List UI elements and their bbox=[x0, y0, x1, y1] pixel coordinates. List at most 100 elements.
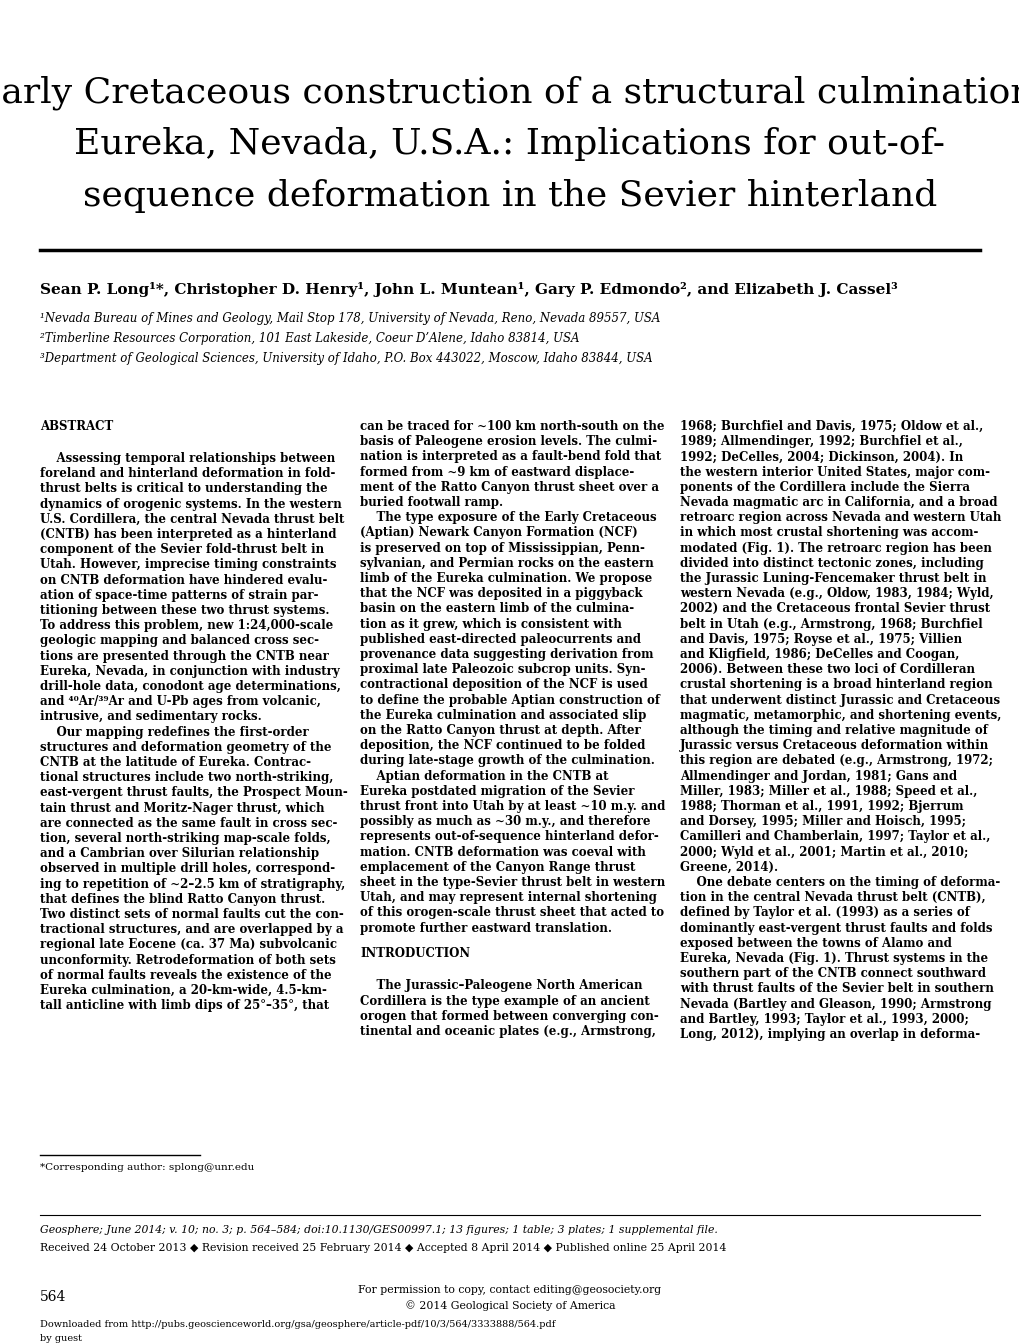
Text: deposition, the NCF continued to be folded: deposition, the NCF continued to be fold… bbox=[360, 739, 645, 753]
Text: that the NCF was deposited in a piggyback: that the NCF was deposited in a piggybac… bbox=[360, 587, 642, 601]
Text: Eureka, Nevada (Fig. 1). Thrust systems in the: Eureka, Nevada (Fig. 1). Thrust systems … bbox=[680, 952, 987, 965]
Text: on CNTB deformation have hindered evalu-: on CNTB deformation have hindered evalu- bbox=[40, 574, 327, 586]
Text: that defines the blind Ratto Canyon thrust.: that defines the blind Ratto Canyon thru… bbox=[40, 892, 325, 906]
Text: ³Department of Geological Sciences, University of Idaho, P.O. Box 443022, Moscow: ³Department of Geological Sciences, Univ… bbox=[40, 352, 652, 366]
Text: tion, several north-striking map-scale folds,: tion, several north-striking map-scale f… bbox=[40, 832, 330, 845]
Text: Two distinct sets of normal faults cut the con-: Two distinct sets of normal faults cut t… bbox=[40, 909, 343, 921]
Text: exposed between the towns of Alamo and: exposed between the towns of Alamo and bbox=[680, 937, 951, 950]
Text: buried footwall ramp.: buried footwall ramp. bbox=[360, 496, 502, 509]
Text: 2002) and the Cretaceous frontal Sevier thrust: 2002) and the Cretaceous frontal Sevier … bbox=[680, 602, 989, 616]
Text: and Kligfield, 1986; DeCelles and Coogan,: and Kligfield, 1986; DeCelles and Coogan… bbox=[680, 648, 959, 661]
Text: 2006). Between these two loci of Cordilleran: 2006). Between these two loci of Cordill… bbox=[680, 663, 974, 676]
Text: ment of the Ratto Canyon thrust sheet over a: ment of the Ratto Canyon thrust sheet ov… bbox=[360, 481, 658, 493]
Text: thrust front into Utah by at least ~10 m.y. and: thrust front into Utah by at least ~10 m… bbox=[360, 800, 664, 813]
Text: © 2014 Geological Society of America: © 2014 Geological Society of America bbox=[405, 1300, 614, 1310]
Text: orogen that formed between converging con-: orogen that formed between converging co… bbox=[360, 1009, 658, 1023]
Text: ¹Nevada Bureau of Mines and Geology, Mail Stop 178, University of Nevada, Reno, : ¹Nevada Bureau of Mines and Geology, Mai… bbox=[40, 312, 659, 325]
Text: sylvanian, and Permian rocks on the eastern: sylvanian, and Permian rocks on the east… bbox=[360, 556, 653, 570]
Text: belt in Utah (e.g., Armstrong, 1968; Burchfiel: belt in Utah (e.g., Armstrong, 1968; Bur… bbox=[680, 618, 981, 630]
Text: 1988; Thorman et al., 1991, 1992; Bjerrum: 1988; Thorman et al., 1991, 1992; Bjerru… bbox=[680, 800, 963, 813]
Text: provenance data suggesting derivation from: provenance data suggesting derivation fr… bbox=[360, 648, 653, 661]
Text: foreland and hinterland deformation in fold-: foreland and hinterland deformation in f… bbox=[40, 468, 335, 480]
Text: the western interior United States, major com-: the western interior United States, majo… bbox=[680, 465, 989, 478]
Text: tion in the central Nevada thrust belt (CNTB),: tion in the central Nevada thrust belt (… bbox=[680, 891, 984, 905]
Text: promote further eastward translation.: promote further eastward translation. bbox=[360, 922, 611, 934]
Text: formed from ~9 km of eastward displace-: formed from ~9 km of eastward displace- bbox=[360, 465, 634, 478]
Text: Utah. However, imprecise timing constraints: Utah. However, imprecise timing constrai… bbox=[40, 558, 336, 571]
Text: tain thrust and Moritz-Nager thrust, which: tain thrust and Moritz-Nager thrust, whi… bbox=[40, 801, 324, 814]
Text: during late-stage growth of the culmination.: during late-stage growth of the culminat… bbox=[360, 754, 654, 767]
Text: Long, 2012), implying an overlap in deforma-: Long, 2012), implying an overlap in defo… bbox=[680, 1028, 979, 1042]
Text: Cordillera is the type example of an ancient: Cordillera is the type example of an anc… bbox=[360, 995, 649, 1008]
Text: limb of the Eureka culmination. We propose: limb of the Eureka culmination. We propo… bbox=[360, 573, 651, 585]
Text: The Jurassic–Paleogene North American: The Jurassic–Paleogene North American bbox=[360, 980, 642, 992]
Text: Allmendinger and Jordan, 1981; Gans and: Allmendinger and Jordan, 1981; Gans and bbox=[680, 770, 956, 782]
Text: geologic mapping and balanced cross sec-: geologic mapping and balanced cross sec- bbox=[40, 634, 319, 648]
Text: dynamics of orogenic systems. In the western: dynamics of orogenic systems. In the wes… bbox=[40, 497, 341, 511]
Text: unconformity. Retrodeformation of both sets: unconformity. Retrodeformation of both s… bbox=[40, 953, 335, 966]
Text: Eureka, Nevada, U.S.A.: Implications for out-of-: Eureka, Nevada, U.S.A.: Implications for… bbox=[74, 126, 945, 161]
Text: of this orogen-scale thrust sheet that acted to: of this orogen-scale thrust sheet that a… bbox=[360, 906, 663, 919]
Text: and Bartley, 1993; Taylor et al., 1993, 2000;: and Bartley, 1993; Taylor et al., 1993, … bbox=[680, 1013, 968, 1025]
Text: 564: 564 bbox=[40, 1290, 66, 1304]
Text: sheet in the type-Sevier thrust belt in western: sheet in the type-Sevier thrust belt in … bbox=[360, 876, 664, 888]
Text: southern part of the CNTB connect southward: southern part of the CNTB connect southw… bbox=[680, 968, 985, 980]
Text: INTRODUCTION: INTRODUCTION bbox=[360, 948, 470, 961]
Text: The type exposure of the Early Cretaceous: The type exposure of the Early Cretaceou… bbox=[360, 511, 656, 524]
Text: tions are presented through the CNTB near: tions are presented through the CNTB nea… bbox=[40, 649, 328, 663]
Text: basis of Paleogene erosion levels. The culmi-: basis of Paleogene erosion levels. The c… bbox=[360, 435, 656, 448]
Text: tractional structures, and are overlapped by a: tractional structures, and are overlappe… bbox=[40, 923, 343, 937]
Text: Nevada magmatic arc in California, and a broad: Nevada magmatic arc in California, and a… bbox=[680, 496, 997, 509]
Text: the Eureka culmination and associated slip: the Eureka culmination and associated sl… bbox=[360, 708, 646, 722]
Text: regional late Eocene (ca. 37 Ma) subvolcanic: regional late Eocene (ca. 37 Ma) subvolc… bbox=[40, 938, 336, 952]
Text: are connected as the same fault in cross sec-: are connected as the same fault in cross… bbox=[40, 817, 337, 829]
Text: Nevada (Bartley and Gleason, 1990; Armstrong: Nevada (Bartley and Gleason, 1990; Armst… bbox=[680, 997, 990, 1011]
Text: and Dorsey, 1995; Miller and Hoisch, 1995;: and Dorsey, 1995; Miller and Hoisch, 199… bbox=[680, 816, 965, 828]
Text: represents out-of-sequence hinterland defor-: represents out-of-sequence hinterland de… bbox=[360, 831, 658, 844]
Text: on the Ratto Canyon thrust at depth. After: on the Ratto Canyon thrust at depth. Aft… bbox=[360, 724, 640, 737]
Text: defined by Taylor et al. (1993) as a series of: defined by Taylor et al. (1993) as a ser… bbox=[680, 906, 969, 919]
Text: observed in multiple drill holes, correspond-: observed in multiple drill holes, corres… bbox=[40, 863, 335, 875]
Text: ation of space-time patterns of strain par-: ation of space-time patterns of strain p… bbox=[40, 589, 318, 602]
Text: contractional deposition of the NCF is used: contractional deposition of the NCF is u… bbox=[360, 679, 647, 691]
Text: One debate centers on the timing of deforma-: One debate centers on the timing of defo… bbox=[680, 876, 1000, 888]
Text: (Aptian) Newark Canyon Formation (NCF): (Aptian) Newark Canyon Formation (NCF) bbox=[360, 527, 637, 539]
Text: Early Cretaceous construction of a structural culmination,: Early Cretaceous construction of a struc… bbox=[0, 75, 1019, 109]
Text: Aptian deformation in the CNTB at: Aptian deformation in the CNTB at bbox=[360, 770, 608, 782]
Text: that underwent distinct Jurassic and Cretaceous: that underwent distinct Jurassic and Cre… bbox=[680, 694, 1000, 707]
Text: titioning between these two thrust systems.: titioning between these two thrust syste… bbox=[40, 603, 329, 617]
Text: ABSTRACT: ABSTRACT bbox=[40, 419, 113, 433]
Text: tional structures include two north-striking,: tional structures include two north-stri… bbox=[40, 771, 333, 784]
Text: to define the probable Aptian construction of: to define the probable Aptian constructi… bbox=[360, 694, 659, 707]
Text: Assessing temporal relationships between: Assessing temporal relationships between bbox=[40, 452, 335, 465]
Text: *Corresponding author: splong@unr.edu: *Corresponding author: splong@unr.edu bbox=[40, 1163, 254, 1172]
Text: To address this problem, new 1:24,000-scale: To address this problem, new 1:24,000-sc… bbox=[40, 620, 333, 632]
Text: (CNTB) has been interpreted as a hinterland: (CNTB) has been interpreted as a hinterl… bbox=[40, 528, 336, 540]
Text: possibly as much as ~30 m.y., and therefore: possibly as much as ~30 m.y., and theref… bbox=[360, 816, 650, 828]
Text: and Davis, 1975; Royse et al., 1975; Villien: and Davis, 1975; Royse et al., 1975; Vil… bbox=[680, 633, 961, 646]
Text: tion as it grew, which is consistent with: tion as it grew, which is consistent wit… bbox=[360, 618, 622, 630]
Text: Jurassic versus Cretaceous deformation within: Jurassic versus Cretaceous deformation w… bbox=[680, 739, 988, 753]
Text: basin on the eastern limb of the culmina-: basin on the eastern limb of the culmina… bbox=[360, 602, 634, 616]
Text: Received 24 October 2013 ◆ Revision received 25 February 2014 ◆ Accepted 8 April: Received 24 October 2013 ◆ Revision rece… bbox=[40, 1243, 726, 1253]
Text: crustal shortening is a broad hinterland region: crustal shortening is a broad hinterland… bbox=[680, 679, 991, 691]
Text: tall anticline with limb dips of 25°–35°, that: tall anticline with limb dips of 25°–35°… bbox=[40, 999, 329, 1012]
Text: For permission to copy, contact editing@geosociety.org: For permission to copy, contact editing@… bbox=[358, 1285, 661, 1296]
Text: dominantly east-vergent thrust faults and folds: dominantly east-vergent thrust faults an… bbox=[680, 922, 991, 934]
Text: nation is interpreted as a fault-bend fold that: nation is interpreted as a fault-bend fo… bbox=[360, 450, 660, 464]
Text: divided into distinct tectonic zones, including: divided into distinct tectonic zones, in… bbox=[680, 556, 982, 570]
Text: Eureka postdated migration of the Sevier: Eureka postdated migration of the Sevier bbox=[360, 785, 634, 798]
Text: Miller, 1983; Miller et al., 1988; Speed et al.,: Miller, 1983; Miller et al., 1988; Speed… bbox=[680, 785, 976, 798]
Text: of normal faults reveals the existence of the: of normal faults reveals the existence o… bbox=[40, 969, 331, 981]
Text: 1968; Burchfiel and Davis, 1975; Oldow et al.,: 1968; Burchfiel and Davis, 1975; Oldow e… bbox=[680, 419, 982, 433]
Text: magmatic, metamorphic, and shortening events,: magmatic, metamorphic, and shortening ev… bbox=[680, 708, 1001, 722]
Text: ing to repetition of ~2–2.5 km of stratigraphy,: ing to repetition of ~2–2.5 km of strati… bbox=[40, 878, 344, 891]
Text: and ⁴⁰Ar/³⁹Ar and U-Pb ages from volcanic,: and ⁴⁰Ar/³⁹Ar and U-Pb ages from volcani… bbox=[40, 695, 321, 708]
Text: mation. CNTB deformation was coeval with: mation. CNTB deformation was coeval with bbox=[360, 845, 645, 859]
Text: 2000; Wyld et al., 2001; Martin et al., 2010;: 2000; Wyld et al., 2001; Martin et al., … bbox=[680, 845, 967, 859]
Text: emplacement of the Canyon Range thrust: emplacement of the Canyon Range thrust bbox=[360, 860, 635, 874]
Text: published east-directed paleocurrents and: published east-directed paleocurrents an… bbox=[360, 633, 640, 646]
Text: Our mapping redefines the first-order: Our mapping redefines the first-order bbox=[40, 726, 309, 738]
Text: structures and deformation geometry of the: structures and deformation geometry of t… bbox=[40, 741, 331, 754]
Text: proximal late Paleozoic subcrop units. Syn-: proximal late Paleozoic subcrop units. S… bbox=[360, 663, 645, 676]
